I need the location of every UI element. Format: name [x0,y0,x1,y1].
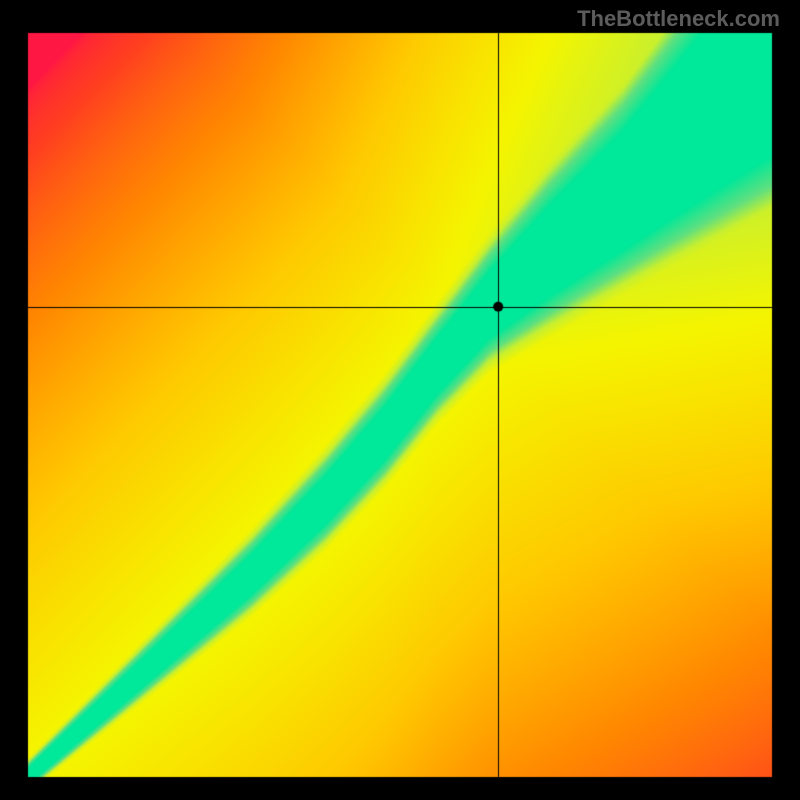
crosshair-overlay [0,0,800,800]
attribution-text: TheBottleneck.com [577,6,780,32]
chart-container: { "attribution": "TheBottleneck.com", "c… [0,0,800,800]
